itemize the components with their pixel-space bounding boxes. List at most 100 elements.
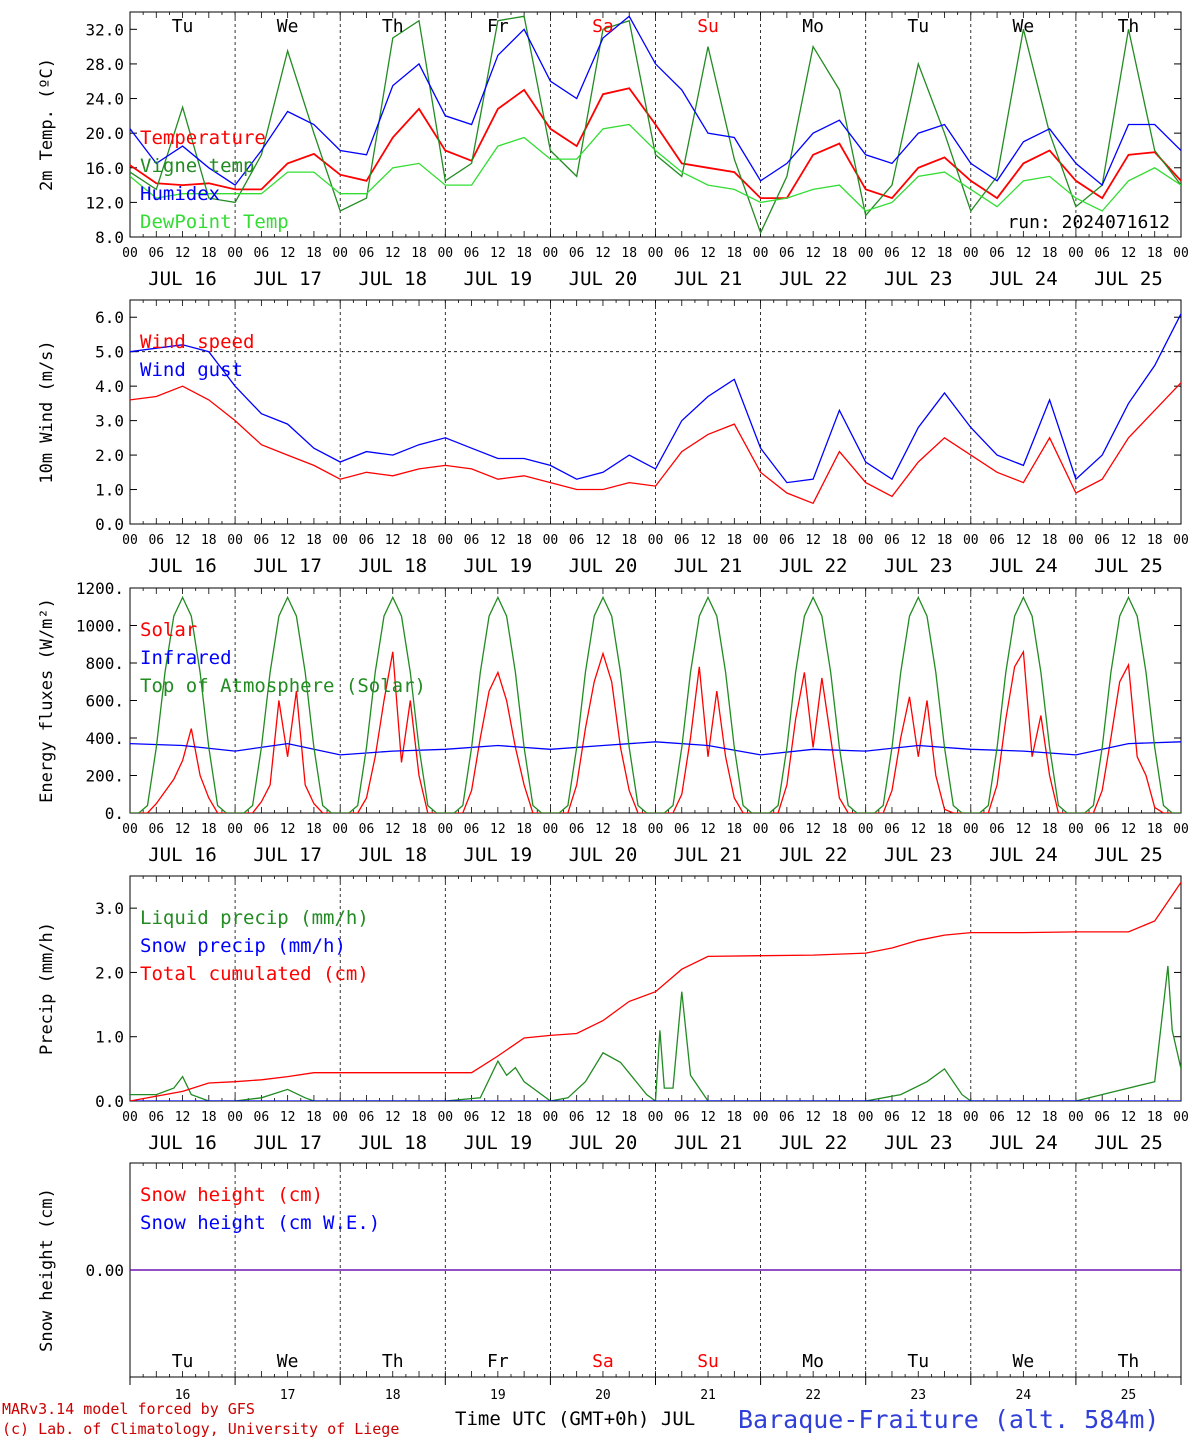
hour-tick-label: 06 — [254, 533, 270, 548]
hour-tick-label: 06 — [989, 246, 1005, 261]
y-tick-label: 12.0 — [85, 193, 124, 212]
hour-tick-label: 12 — [700, 822, 716, 837]
hour-tick-label: 12 — [910, 822, 926, 837]
series-line-1 — [130, 382, 1181, 505]
legend-entry: Temperature — [140, 127, 266, 149]
hour-tick-label: 06 — [779, 1110, 795, 1125]
hour-tick-label: 18 — [621, 533, 637, 548]
model-credit: MARv3.14 model forced by GFS — [2, 1400, 255, 1418]
y-tick-label: 3.0 — [95, 412, 124, 431]
hour-tick-label: 06 — [674, 533, 690, 548]
hour-tick-label: 12 — [1016, 246, 1032, 261]
hour-tick-label: 00 — [332, 1110, 348, 1125]
hour-tick-label: 06 — [254, 246, 270, 261]
y-tick-label: 0.00 — [85, 1261, 124, 1280]
hour-tick-label: 12 — [1016, 533, 1032, 548]
day-of-week-label: Fr — [487, 16, 509, 37]
date-label: JUL 21 — [674, 555, 743, 577]
day-of-week-label: We — [1013, 16, 1035, 37]
hour-tick-label: 12 — [385, 533, 401, 548]
hour-tick-label: 06 — [148, 1110, 164, 1125]
hour-tick-label: 12 — [175, 246, 191, 261]
date-label: JUL 20 — [569, 844, 638, 866]
day-number-label: 23 — [910, 1388, 926, 1403]
hour-tick-label: 18 — [411, 533, 427, 548]
date-label: JUL 22 — [779, 555, 848, 577]
date-label: JUL 16 — [148, 844, 217, 866]
date-label: JUL 22 — [779, 844, 848, 866]
panel-2: 0.0 1.0 2.0 3.0 4.0 5.0 6.0 10m Wind (m/s) Wind … — [37, 299, 1189, 577]
hour-tick-label: 12 — [280, 246, 296, 261]
day-of-week-label: We — [277, 1351, 299, 1372]
hour-tick-label: 00 — [753, 533, 769, 548]
y-axis-label: Snow height (cm) — [37, 1188, 57, 1352]
hour-tick-label: 12 — [700, 533, 716, 548]
date-label: JUL 21 — [674, 844, 743, 866]
hour-tick-label: 12 — [280, 1110, 296, 1125]
hour-tick-label: 18 — [1042, 822, 1058, 837]
hour-tick-label: 12 — [700, 246, 716, 261]
day-of-week-label: Th — [1118, 16, 1140, 37]
y-tick-label: 0. — [105, 804, 124, 823]
hour-tick-label: 00 — [437, 822, 453, 837]
hour-tick-label: 00 — [437, 533, 453, 548]
panel-3: 0. 200. 400. 600. 800. 1000. 1200. Energy fluxe… — [37, 579, 1189, 866]
y-tick-label: 1.0 — [95, 1028, 124, 1047]
hour-tick-label: 00 — [122, 246, 138, 261]
date-label: JUL 16 — [148, 555, 217, 577]
date-label: JUL 25 — [1094, 555, 1163, 577]
hour-tick-label: 00 — [858, 1110, 874, 1125]
hour-tick-label: 06 — [989, 1110, 1005, 1125]
hour-tick-label: 18 — [516, 1110, 532, 1125]
y-axis-label: 2m Temp. (ºC) — [37, 58, 57, 191]
hour-tick-label: 06 — [1094, 1110, 1110, 1125]
hour-tick-label: 18 — [411, 822, 427, 837]
hour-tick-label: 06 — [989, 822, 1005, 837]
y-tick-label: 0.0 — [95, 1092, 124, 1111]
day-of-week-label: Sa — [592, 1351, 614, 1372]
hour-tick-label: 00 — [122, 1110, 138, 1125]
day-of-week-label: Th — [1118, 1351, 1140, 1372]
day-of-week-label: Tu — [907, 16, 929, 37]
date-label: JUL 18 — [358, 1132, 427, 1154]
hour-tick-label: 18 — [832, 533, 848, 548]
hour-tick-label: 18 — [201, 246, 217, 261]
date-label: JUL 19 — [464, 844, 533, 866]
hour-tick-label: 18 — [411, 1110, 427, 1125]
hour-tick-label: 00 — [1068, 1110, 1084, 1125]
y-tick-label: 0.0 — [95, 515, 124, 534]
hour-tick-label: 18 — [1147, 533, 1163, 548]
day-of-week-label: Su — [697, 16, 719, 37]
date-label: JUL 17 — [253, 555, 322, 577]
y-tick-label: 20.0 — [85, 124, 124, 143]
hour-tick-label: 12 — [910, 533, 926, 548]
hour-tick-label: 00 — [648, 1110, 664, 1125]
lab-credit: (c) Lab. of Climatology, University of L… — [2, 1420, 399, 1438]
legend-entry: Liquid precip (mm/h) — [140, 907, 369, 929]
hour-tick-label: 12 — [385, 1110, 401, 1125]
series-line-2 — [130, 15, 1181, 235]
hour-tick-label: 18 — [1042, 1110, 1058, 1125]
y-tick-label: 1200. — [76, 579, 124, 598]
panel-1: 8.0 12.0 16.0 20.0 24.0 28.0 32.0 2m Temp. (ºC)… — [37, 11, 1189, 290]
series-line-3 — [130, 882, 1181, 1101]
station-title: Baraque-Fraiture (alt. 584m) — [738, 1405, 1159, 1434]
hour-tick-label: 12 — [1121, 533, 1137, 548]
y-tick-label: 5.0 — [95, 343, 124, 362]
date-label: JUL 23 — [884, 844, 953, 866]
hour-tick-label: 18 — [201, 1110, 217, 1125]
hour-tick-label: 18 — [937, 822, 953, 837]
day-of-week-label: We — [277, 16, 299, 37]
hour-tick-label: 12 — [910, 246, 926, 261]
legend-entry: Humidex — [140, 183, 220, 205]
date-label: JUL 25 — [1094, 844, 1163, 866]
hour-tick-label: 06 — [148, 246, 164, 261]
date-label: JUL 23 — [884, 1132, 953, 1154]
legend-entry: Vigne temp — [140, 155, 254, 177]
hour-tick-label: 00 — [122, 822, 138, 837]
hour-tick-label: 12 — [910, 1110, 926, 1125]
panel-frame — [129, 299, 1182, 525]
date-label: JUL 19 — [464, 1132, 533, 1154]
hour-tick-label: 00 — [1173, 1110, 1189, 1125]
hour-tick-label: 18 — [621, 246, 637, 261]
